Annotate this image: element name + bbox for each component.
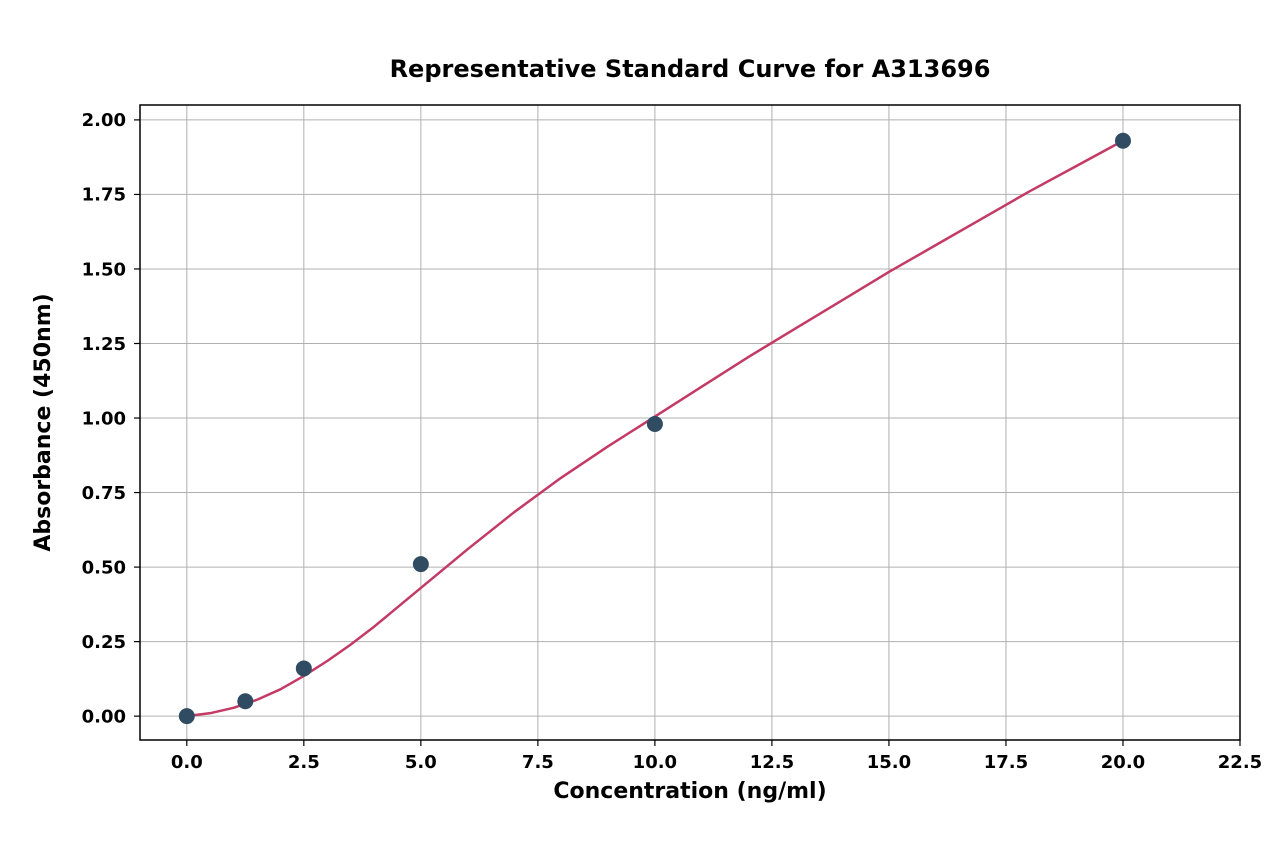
- y-tick-label: 1.50: [82, 259, 126, 280]
- x-tick-label: 10.0: [633, 752, 677, 773]
- x-tick-label: 5.0: [405, 752, 437, 773]
- data-point: [413, 556, 429, 572]
- data-point: [647, 416, 663, 432]
- y-tick-label: 0.75: [82, 483, 126, 504]
- plot-area-bg: [140, 105, 1240, 740]
- x-axis-label: Concentration (ng/ml): [553, 779, 826, 804]
- y-tick-label: 0.50: [82, 557, 126, 578]
- chart-title: Representative Standard Curve for A31369…: [390, 55, 991, 83]
- x-tick-label: 22.5: [1218, 752, 1262, 773]
- y-tick-label: 1.25: [82, 334, 126, 355]
- data-point: [179, 708, 195, 724]
- y-tick-label: 0.00: [82, 706, 126, 727]
- chart-container: 0.0 2.5 5.0 7.5 10.0 12.5 15.0 17.5 20.0 22.5 0.00…: [0, 0, 1280, 845]
- y-tick-label: 1.00: [82, 408, 126, 429]
- x-tick-label: 17.5: [984, 752, 1028, 773]
- x-tick-label: 12.5: [750, 752, 794, 773]
- data-point: [237, 693, 253, 709]
- y-axis-label: Absorbance (450nm): [31, 293, 56, 551]
- y-tick-label: 2.00: [82, 110, 126, 131]
- x-tick-label: 7.5: [522, 752, 554, 773]
- x-tick-label: 0.0: [171, 752, 203, 773]
- x-tick-label: 15.0: [867, 752, 911, 773]
- y-tick-label: 1.75: [82, 185, 126, 206]
- x-tick-label: 2.5: [288, 752, 320, 773]
- y-tick-label: 0.25: [82, 632, 126, 653]
- data-point: [1115, 133, 1131, 149]
- x-tick-label: 20.0: [1101, 752, 1145, 773]
- chart-svg: 0.0 2.5 5.0 7.5 10.0 12.5 15.0 17.5 20.0 22.5 0.00…: [0, 0, 1280, 845]
- data-point: [296, 660, 312, 676]
